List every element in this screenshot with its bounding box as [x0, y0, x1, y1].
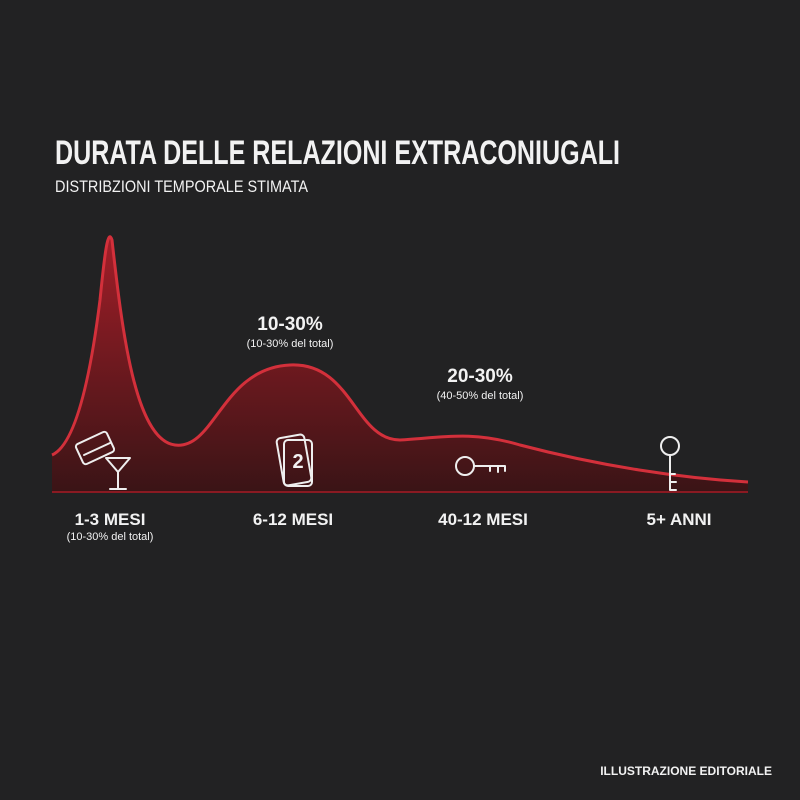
title: DURATA DELLE RELAZIONI EXTRACONIUGALI	[55, 134, 620, 172]
distribution-area	[52, 236, 748, 492]
peak-value: 20-30%	[447, 366, 513, 387]
period-label: 1-3 MESI	[75, 510, 146, 529]
svg-text:2: 2	[292, 451, 303, 473]
subtitle: DISTRIBZIONI TEMPORALE STIMATA	[55, 177, 309, 196]
key-icon	[455, 456, 506, 476]
phone-icon: 2	[275, 433, 313, 487]
card-cocktail-icon	[74, 430, 131, 490]
period-label: 5+ ANNI	[646, 510, 711, 529]
peak-value: 10-30%	[257, 314, 323, 335]
peak-note: (40-50% del total)	[437, 390, 524, 402]
peak-note: (10-30% del total)	[247, 338, 334, 350]
period-note: (10-30% del total)	[67, 531, 154, 543]
key-vertical-icon	[660, 436, 680, 491]
period-label: 40-12 MESI	[438, 510, 528, 529]
distribution-curve	[51, 235, 749, 484]
footer: ILLUSTRAZIONE EDITORIALE	[600, 764, 772, 778]
period-label: 6-12 MESI	[253, 510, 333, 529]
